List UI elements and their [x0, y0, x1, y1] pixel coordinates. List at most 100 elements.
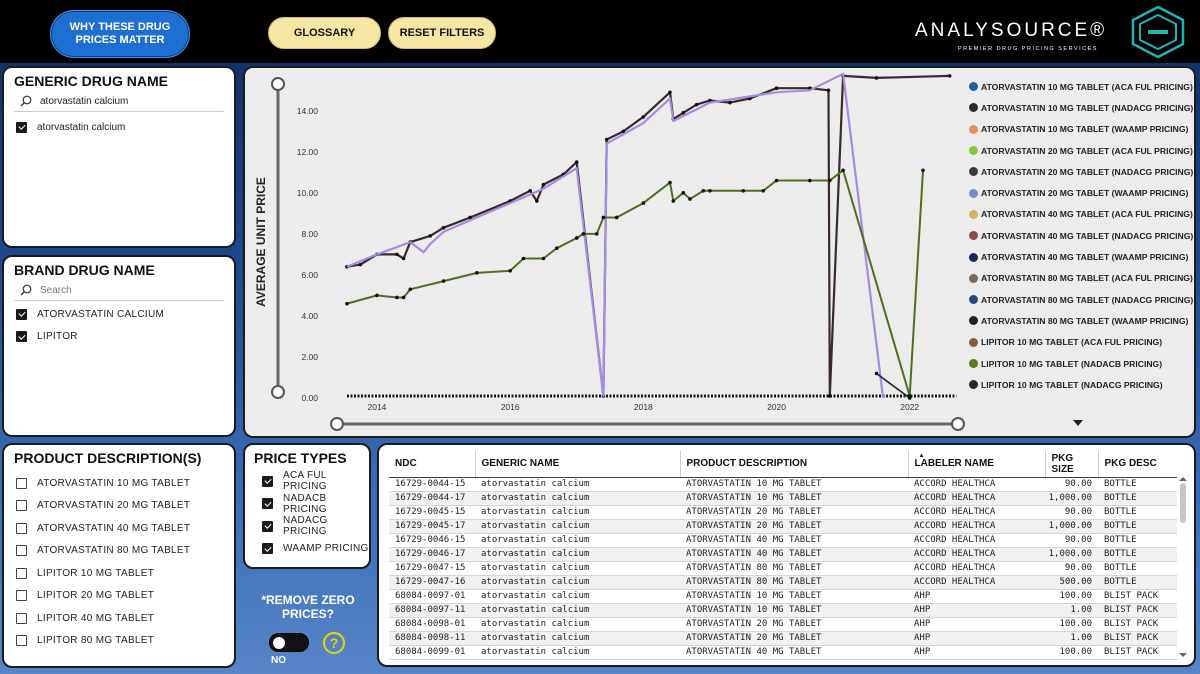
remove-zero-toggle[interactable] [269, 633, 309, 652]
checkbox[interactable] [16, 635, 27, 647]
data-point[interactable] [741, 188, 746, 193]
scroll-down-icon[interactable] [1179, 653, 1187, 657]
table-row[interactable]: 16729-0045-17 atorvastatin calcium ATORVAS… [389, 519, 1177, 534]
list-item[interactable]: ATORVASTATIN 80 MG TABLET [16, 540, 234, 563]
x-range-slider-handle-right[interactable] [951, 417, 965, 431]
glossary-button[interactable]: GLOSSARY [268, 17, 381, 49]
legend-item[interactable]: ATORVASTATIN 40 MG TABLET (NADACG PRICIN… [969, 225, 1195, 246]
data-point[interactable] [395, 295, 399, 300]
list-item[interactable]: ATORVASTATIN 40 MG TABLET [16, 517, 234, 540]
data-point[interactable] [921, 168, 925, 173]
scrollbar-thumb[interactable] [1180, 483, 1186, 523]
data-point[interactable] [574, 236, 579, 240]
data-point[interactable] [475, 271, 479, 275]
data-point[interactable] [614, 215, 619, 220]
data-point[interactable] [761, 188, 766, 193]
table-row[interactable]: 16729-0044-17 atorvastatin calcium ATORVAS… [389, 491, 1177, 506]
list-item[interactable]: ATORVASTATIN CALCIUM [16, 303, 234, 326]
list-item[interactable]: LIPITOR 40 MG TABLET [16, 607, 234, 630]
legend-item[interactable]: ATORVASTATIN 10 MG TABLET (NADACG PRICIN… [969, 97, 1195, 118]
legend-item[interactable]: LIPITOR 10 MG TABLET (NADACB PRICING) [969, 353, 1195, 374]
data-point[interactable] [671, 199, 676, 203]
legend-item[interactable]: ATORVASTATIN 80 MG TABLET (NADACG PRICIN… [969, 289, 1195, 310]
data-point[interactable] [508, 269, 512, 273]
generic-search-input[interactable]: atorvastatin calcium [14, 95, 224, 112]
data-point[interactable] [541, 182, 546, 187]
column-header-ndc[interactable]: NDC [389, 451, 475, 478]
list-item[interactable]: ATORVASTATIN 10 MG TABLET [16, 472, 234, 495]
data-point[interactable] [681, 191, 686, 195]
y-range-slider-handle-top[interactable] [271, 77, 285, 91]
data-point[interactable] [808, 178, 812, 183]
data-point[interactable] [681, 111, 686, 115]
legend-item[interactable]: LIPITOR 10 MG TABLET (NADACG PRICING) [969, 374, 1195, 395]
data-point[interactable] [594, 232, 599, 236]
data-point[interactable] [828, 178, 832, 183]
list-item[interactable]: LIPITOR 10 MG TABLET [16, 562, 234, 585]
legend-item[interactable]: LIPITOR 10 MG TABLET (ACA FUL PRICING) [969, 332, 1195, 353]
checkbox[interactable] [16, 545, 27, 557]
data-point[interactable] [947, 74, 952, 78]
list-item[interactable]: LIPITOR 80 MG TABLET [16, 630, 234, 653]
table-row[interactable]: 68084-0099-01 atorvastatin calcium ATORVAS… [389, 645, 1177, 660]
data-point[interactable] [541, 256, 546, 261]
data-point[interactable] [574, 160, 579, 164]
column-header-product-description[interactable]: PRODUCT DESCRIPTION [679, 451, 908, 478]
legend-item[interactable]: ATORVASTATIN 20 MG TABLET (ACA FUL PRICI… [969, 140, 1195, 161]
data-point[interactable] [581, 232, 586, 236]
data-point[interactable] [774, 178, 779, 183]
column-header-labeler-name[interactable]: ▲ LABELER NAME [907, 451, 1045, 478]
list-item[interactable]: ATORVASTATIN 20 MG TABLET [16, 495, 234, 518]
checkbox[interactable] [262, 520, 273, 532]
legend-item[interactable]: ATORVASTATIN 10 MG TABLET (ACA FUL PRICI… [969, 76, 1195, 97]
column-header-pkg-size[interactable]: PKG SIZE [1044, 451, 1098, 478]
data-point[interactable] [694, 102, 699, 107]
table-row[interactable]: 16729-0046-15 atorvastatin calcium ATORVAS… [389, 533, 1177, 548]
data-point[interactable] [828, 394, 832, 398]
data-point[interactable] [428, 234, 433, 238]
table-row[interactable]: 68084-0097-01 atorvastatin calcium ATORVAS… [389, 589, 1177, 604]
data-point[interactable] [641, 201, 646, 205]
data-point[interactable] [826, 88, 831, 93]
data-point[interactable] [345, 301, 349, 306]
why-prices-matter-button[interactable]: WHY THESE DRUG PRICES MATTER [50, 10, 190, 58]
data-point[interactable] [441, 225, 446, 230]
data-point[interactable] [708, 188, 712, 193]
data-point[interactable] [554, 246, 559, 251]
data-point[interactable] [358, 262, 363, 267]
checkbox[interactable] [16, 567, 27, 579]
data-point[interactable] [874, 76, 879, 80]
data-point[interactable] [401, 295, 406, 300]
data-point[interactable] [641, 115, 646, 119]
table-scrollbar[interactable] [1179, 477, 1187, 657]
legend-item[interactable]: ATORVASTATIN 20 MG TABLET (WAAMP PRICING… [969, 182, 1195, 203]
checkbox[interactable] [262, 498, 273, 510]
data-point[interactable] [701, 188, 706, 193]
data-point[interactable] [401, 256, 406, 261]
table-row[interactable]: 16729-0046-17 atorvastatin calcium ATORVAS… [389, 547, 1177, 562]
data-point[interactable] [604, 137, 609, 142]
table-row[interactable]: 68084-0098-11 atorvastatin calcium ATORVAS… [389, 631, 1177, 646]
checkbox[interactable] [16, 477, 27, 489]
legend-item[interactable]: ATORVASTATIN 40 MG TABLET (WAAMP PRICING… [969, 246, 1195, 267]
checkbox[interactable] [16, 121, 27, 133]
checkbox[interactable] [262, 543, 273, 555]
data-point[interactable] [534, 199, 539, 203]
checkbox[interactable] [16, 590, 27, 602]
data-point[interactable] [907, 396, 912, 400]
table-row[interactable]: 16729-0047-16 atorvastatin calcium ATORVAS… [389, 575, 1177, 590]
table-row[interactable]: 68084-0098-01 atorvastatin calcium ATORVAS… [389, 617, 1177, 632]
checkbox[interactable] [262, 475, 273, 487]
data-point[interactable] [841, 168, 845, 173]
data-point[interactable] [395, 252, 399, 257]
y-range-slider-handle-bottom[interactable] [271, 385, 285, 399]
table-row[interactable]: 16729-0044-15 atorvastatin calcium ATORVAS… [389, 477, 1177, 492]
data-point[interactable] [621, 129, 626, 134]
data-point[interactable] [601, 215, 606, 220]
scroll-up-icon[interactable] [1179, 477, 1187, 481]
table-row[interactable]: 16729-0047-15 atorvastatin calcium ATORVAS… [389, 561, 1177, 576]
x-range-slider-handle-left[interactable] [330, 417, 344, 431]
legend-item[interactable]: ATORVASTATIN 20 MG TABLET (NADACG PRICIN… [969, 161, 1195, 182]
list-item[interactable]: ACA FUL PRICING [262, 470, 369, 493]
column-header-generic-name[interactable]: GENERIC NAME [474, 451, 680, 478]
